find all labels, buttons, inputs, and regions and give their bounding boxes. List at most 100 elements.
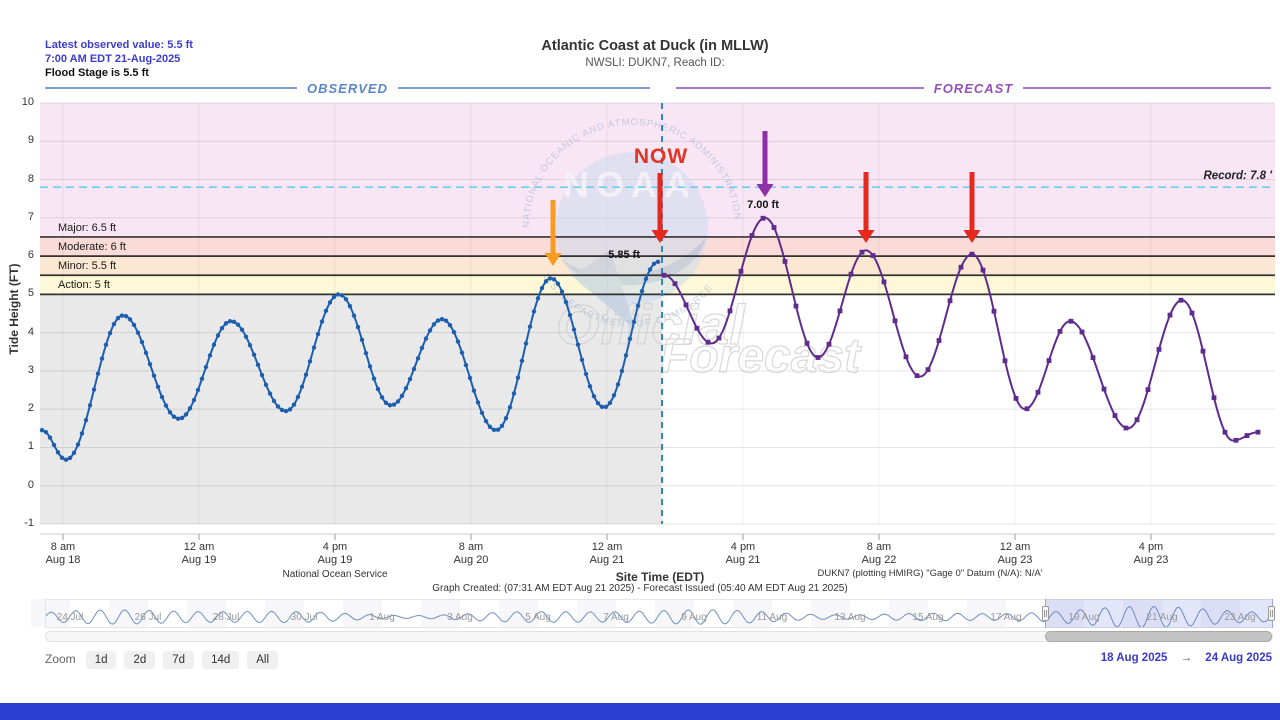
data-point <box>595 401 601 406</box>
data-point <box>1123 425 1129 431</box>
data-point <box>103 342 109 348</box>
forecast-arrow-3-icon <box>963 172 981 243</box>
data-point <box>738 268 744 274</box>
x-tick-label: 12 am Aug 21 <box>589 541 625 566</box>
data-point <box>327 300 333 305</box>
scrollbar-track[interactable] <box>45 631 1273 642</box>
data-point <box>227 319 233 324</box>
y-tick-label: 0 <box>27 478 34 491</box>
zoom-button-1d[interactable]: 1d <box>85 651 117 669</box>
data-point <box>383 400 389 406</box>
data-point <box>355 324 361 330</box>
data-point <box>483 418 489 424</box>
forecast-peak-arrow-icon <box>756 131 774 197</box>
data-point <box>925 367 931 373</box>
data-point <box>511 391 517 396</box>
data-point <box>91 387 97 392</box>
forecast-label: FORECAST <box>933 80 1014 96</box>
latest-observed-time: 7:00 AM EDT 21-Aug-2025 <box>45 53 181 65</box>
x-tick-label: 8 am Aug 18 <box>45 541 81 566</box>
data-point <box>607 400 613 406</box>
data-point <box>167 410 173 415</box>
data-point <box>147 361 153 367</box>
data-point <box>175 416 181 421</box>
nos-credit: National Ocean Service <box>282 569 388 580</box>
navigator-chart[interactable] <box>0 598 1280 630</box>
threshold-label-major: Major: 6.5 ft <box>58 221 117 234</box>
page-title: Atlantic Coast at Duck (in MLLW) <box>541 38 769 54</box>
data-point <box>375 386 381 392</box>
date-range-display[interactable]: 18 Aug 2025 → 24 Aug 2025 <box>1101 652 1272 664</box>
now-annotation: NOW <box>633 145 689 168</box>
data-point <box>672 281 678 287</box>
range-start-input[interactable]: 18 Aug 2025 <box>1100 652 1168 664</box>
y-tick-label: 3 <box>27 363 34 376</box>
data-point <box>71 450 77 456</box>
data-point <box>171 414 177 419</box>
data-point <box>287 407 293 412</box>
zoom-button-all[interactable]: All <box>247 651 279 669</box>
latest-observed-block: Latest observed value: 5.5 ft 7:00 AM ED… <box>45 38 193 80</box>
data-point <box>431 322 437 327</box>
data-point <box>407 376 413 382</box>
data-point <box>991 308 997 314</box>
nav-band <box>499 599 538 627</box>
data-point <box>419 345 425 351</box>
data-point <box>1255 429 1261 435</box>
series-forecast <box>661 215 1261 443</box>
y-tick-label: -1 <box>24 517 34 529</box>
scrollbar-thumb[interactable] <box>1045 631 1272 642</box>
data-point <box>651 261 657 266</box>
data-point <box>243 334 249 339</box>
data-point <box>207 353 213 358</box>
data-point <box>793 303 799 309</box>
noaa-watermark-text: NOAA <box>563 164 697 205</box>
data-point <box>551 277 557 282</box>
data-point <box>359 337 365 343</box>
zoom-button-2d[interactable]: 2d <box>124 651 156 669</box>
data-point <box>587 384 593 389</box>
data-point <box>247 342 253 348</box>
data-point <box>259 372 265 378</box>
data-point <box>575 342 581 347</box>
data-point <box>151 373 157 378</box>
data-point <box>603 404 609 409</box>
watermark-official: Official <box>556 293 746 356</box>
zoom-button-7d[interactable]: 7d <box>163 651 195 669</box>
navigator-right-handle[interactable] <box>1268 606 1275 621</box>
navigator-left-handle[interactable] <box>1042 606 1049 621</box>
data-point <box>87 403 93 408</box>
navigator-selected-range[interactable] <box>1045 599 1273 628</box>
data-point <box>547 276 553 281</box>
observed-line <box>397 87 650 89</box>
nav-band <box>1045 599 1084 627</box>
range-end-input[interactable]: 24 Aug 2025 <box>1205 652 1272 664</box>
data-point <box>463 362 469 368</box>
x-tick-label: 4 pm Aug 23 <box>1133 541 1169 566</box>
data-point <box>555 281 561 286</box>
data-point <box>980 267 986 273</box>
data-point <box>399 393 405 399</box>
data-point <box>611 393 617 398</box>
page-subtitle: NWSLI: DUKN7, Reach ID: <box>585 57 725 69</box>
data-point <box>881 279 887 285</box>
data-point <box>403 386 409 391</box>
data-point <box>837 308 843 314</box>
data-point <box>111 321 117 327</box>
data-point <box>347 303 353 309</box>
data-point <box>694 325 700 331</box>
zoom-button-14d[interactable]: 14d <box>202 651 240 669</box>
range-arrow-icon: → <box>1180 652 1193 664</box>
data-point <box>435 318 441 323</box>
data-point <box>1145 387 1151 393</box>
data-point <box>475 400 481 405</box>
y-tick-label: 9 <box>27 134 34 147</box>
forecast-line <box>676 87 924 89</box>
x-tick-label: 8 am Aug 22 <box>861 541 897 566</box>
data-point <box>727 308 733 314</box>
nav-band <box>733 599 772 627</box>
data-point <box>271 398 277 404</box>
data-point <box>535 296 541 301</box>
nav-band <box>655 599 694 627</box>
observed-peak-arrow-icon <box>544 200 562 266</box>
